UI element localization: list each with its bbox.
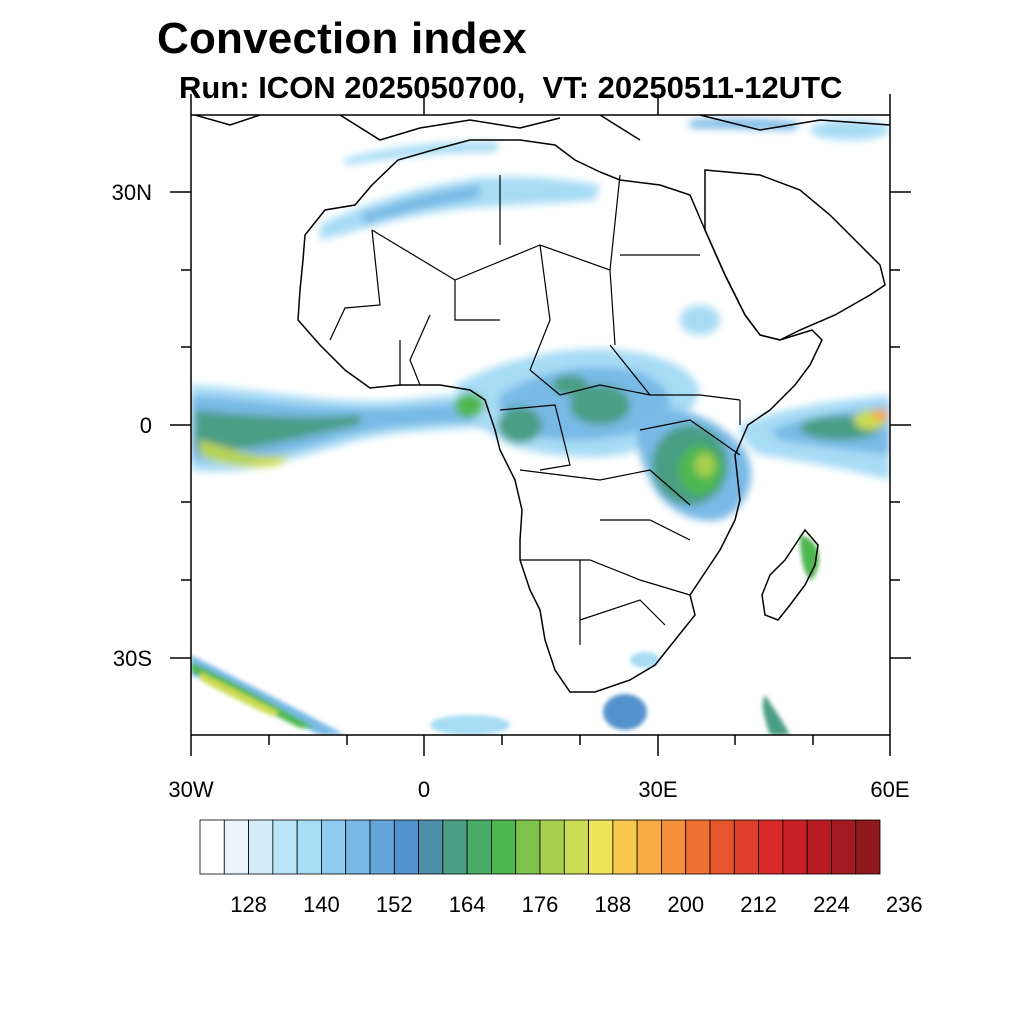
- colorbar-swatch: [418, 819, 444, 875]
- sahara-band: [320, 176, 600, 240]
- southern-cells: [430, 652, 790, 735]
- lon-label-60e: 60E: [870, 777, 909, 802]
- atlantic-band: [191, 385, 505, 472]
- map-title: Convection index: [157, 14, 527, 63]
- colorbar-swatch: [491, 819, 517, 875]
- colorbar-swatch: [223, 819, 249, 875]
- colorbar-swatch: [442, 819, 468, 875]
- indian-ocean-band: [739, 395, 890, 480]
- colorbar-swatch: [661, 819, 687, 875]
- colorbar: [199, 819, 881, 875]
- colorbar-labels: 128 140 152 164 176 188 200 212 224 236: [230, 892, 922, 917]
- colorbar-swatch: [782, 819, 808, 875]
- colorbar-swatch: [466, 819, 492, 875]
- convection-field: [191, 118, 890, 735]
- south-atlantic-band: [191, 655, 345, 735]
- colorbar-swatch: [758, 819, 784, 875]
- colorbar-label: 212: [740, 892, 777, 917]
- colorbar-swatch: [345, 819, 371, 875]
- longitude-labels: 30W 0 30E 60E: [168, 777, 909, 802]
- colorbar-swatch: [248, 819, 274, 875]
- colorbar-label: 152: [376, 892, 413, 917]
- colorbar-swatch: [855, 819, 881, 875]
- africa-coastline: [297, 139, 823, 693]
- europe-coastline: [194, 115, 890, 141]
- colorbar-label: 176: [522, 892, 559, 917]
- colorbar-swatch: [393, 819, 419, 875]
- lon-label-30w: 30W: [168, 777, 213, 802]
- colorbar-swatch: [733, 819, 759, 875]
- colorbar-swatch: [199, 819, 225, 875]
- colorbar-label: 188: [595, 892, 632, 917]
- colorbar-label: 140: [303, 892, 340, 917]
- colorbar-label: 164: [449, 892, 486, 917]
- lat-label-0: 0: [140, 413, 152, 438]
- colorbar-label: 224: [813, 892, 850, 917]
- colorbar-swatch: [831, 819, 857, 875]
- map-subtitle: Run: ICON 2025050700, VT: 20250511-12UTC: [179, 70, 843, 105]
- lon-label-30e: 30E: [638, 777, 677, 802]
- colorbar-swatch: [272, 819, 298, 875]
- east-africa-cells: [636, 409, 751, 521]
- latitude-labels: 30N 0 30S: [112, 180, 152, 671]
- colorbar-swatch: [296, 819, 322, 875]
- colorbar-swatch: [709, 819, 735, 875]
- colorbar-swatch: [515, 819, 541, 875]
- coastlines: [194, 115, 890, 693]
- colorbar-swatch: [685, 819, 711, 875]
- country-borders: [329, 174, 741, 645]
- colorbar-swatch: [588, 819, 614, 875]
- colorbar-swatch: [369, 819, 395, 875]
- axis-ticks: [170, 94, 911, 756]
- lat-label-30n: 30N: [112, 180, 152, 205]
- colorbar-label: 200: [667, 892, 704, 917]
- colorbar-label: 236: [886, 892, 923, 917]
- colorbar-swatch: [806, 819, 832, 875]
- madagascar-coastline: [761, 528, 819, 621]
- arabia-coastline: [704, 169, 886, 341]
- lat-label-30s: 30S: [113, 646, 152, 671]
- lon-label-0: 0: [418, 777, 430, 802]
- madagascar-cells: [800, 535, 820, 580]
- colorbar-swatch: [612, 819, 638, 875]
- colorbar-swatch: [636, 819, 662, 875]
- colorbar-swatch: [563, 819, 589, 875]
- colorbar-swatch: [321, 819, 347, 875]
- colorbar-label: 128: [230, 892, 267, 917]
- colorbar-swatch: [539, 819, 565, 875]
